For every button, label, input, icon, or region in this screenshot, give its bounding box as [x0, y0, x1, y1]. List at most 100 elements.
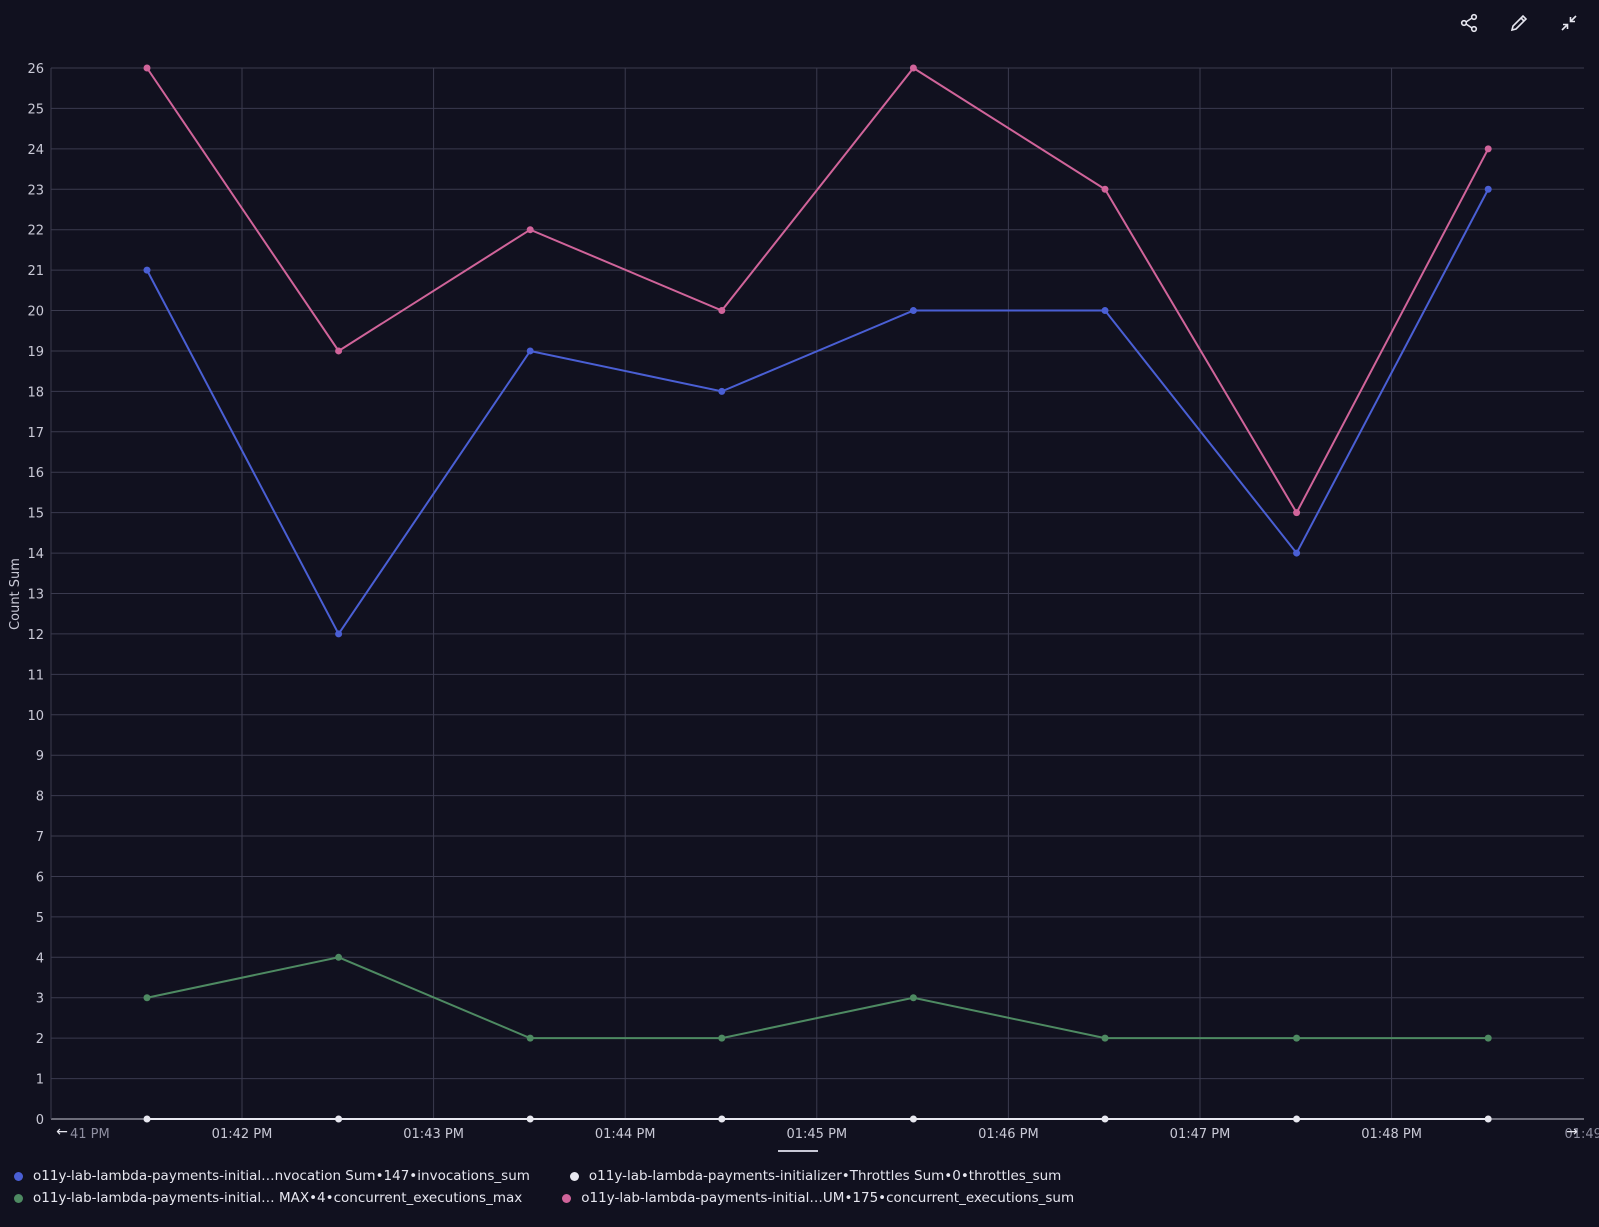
legend-dot — [569, 1171, 579, 1181]
data-point[interactable] — [1293, 549, 1301, 557]
pencil-icon — [1510, 14, 1528, 32]
data-point[interactable] — [1293, 509, 1301, 517]
y-tick-label: 7 — [36, 830, 44, 845]
y-tick-label: 9 — [36, 749, 44, 764]
y-tick-label: 4 — [36, 951, 44, 966]
y-tick-label: 16 — [27, 466, 44, 481]
series-2 — [143, 953, 1492, 1042]
series-0 — [143, 185, 1492, 638]
x-tick-label: 01:47 PM — [1170, 1127, 1231, 1142]
x-tick-label: 01:43 PM — [403, 1127, 464, 1142]
data-point[interactable] — [526, 226, 534, 234]
y-tick-label: 25 — [27, 102, 44, 117]
data-point[interactable] — [526, 1034, 534, 1042]
y-tick-label: 11 — [27, 668, 44, 683]
y-tick-label: 23 — [27, 183, 44, 198]
x-tick-label: 01:48 PM — [1361, 1127, 1422, 1142]
data-point[interactable] — [718, 1034, 726, 1042]
data-point[interactable] — [335, 347, 343, 355]
y-tick-label: 6 — [36, 870, 44, 885]
data-point[interactable] — [1484, 185, 1492, 193]
y-tick-label: 26 — [27, 62, 44, 77]
y-tick-label: 18 — [27, 385, 44, 400]
legend-dot — [14, 1193, 23, 1203]
legend-item[interactable]: o11y-lab-lambda-payments-initial… MAX•4•… — [14, 1190, 522, 1206]
data-point[interactable] — [1293, 1115, 1301, 1123]
y-tick-label: 22 — [27, 224, 44, 239]
data-point[interactable] — [1484, 1115, 1492, 1123]
data-point[interactable] — [526, 1115, 534, 1123]
scroll-indicator[interactable] — [778, 1150, 818, 1152]
data-point[interactable] — [526, 347, 534, 355]
legend-label: o11y-lab-lambda-payments-initial…nvocati… — [33, 1168, 530, 1184]
legend-dot — [14, 1171, 23, 1181]
data-point[interactable] — [335, 953, 343, 961]
data-point[interactable] — [143, 994, 151, 1002]
y-axis-label: Count Sum — [8, 558, 23, 630]
data-point[interactable] — [718, 387, 726, 395]
data-point[interactable] — [335, 630, 343, 638]
share-button[interactable] — [1453, 8, 1485, 38]
legend-item[interactable]: o11y-lab-lambda-payments-initial…nvocati… — [14, 1168, 530, 1184]
chart-toolbar — [1453, 8, 1585, 38]
y-tick-label: 21 — [27, 264, 44, 279]
legend-label: o11y-lab-lambda-payments-initializer•Thr… — [588, 1168, 1062, 1184]
series-1 — [143, 1115, 1492, 1123]
y-tick-label: 20 — [27, 305, 44, 320]
scroll-left-arrow[interactable]: ← — [56, 1124, 68, 1140]
x-tick-label: 01:49 — [1564, 1127, 1599, 1142]
line-chart: 0123456789101112131415161718192021222324… — [8, 62, 1599, 1142]
legend-item[interactable]: o11y-lab-lambda-payments-initializer•Thr… — [569, 1168, 1062, 1184]
edit-button[interactable] — [1503, 8, 1535, 38]
y-tick-label: 10 — [27, 709, 44, 724]
legend-item[interactable]: o11y-lab-lambda-payments-initial…UM•175•… — [562, 1190, 1074, 1206]
data-point[interactable] — [718, 1115, 726, 1123]
data-point[interactable] — [143, 266, 151, 274]
data-point[interactable] — [1484, 1034, 1492, 1042]
data-point[interactable] — [143, 1115, 151, 1123]
data-point[interactable] — [909, 994, 917, 1002]
scroll-right-arrow[interactable]: → — [1566, 1124, 1578, 1140]
x-tick-label: 01:42 PM — [212, 1127, 273, 1142]
y-tick-label: 13 — [27, 588, 44, 603]
y-tick-label: 3 — [36, 992, 44, 1007]
y-axis-ticks: 0123456789101112131415161718192021222324… — [27, 62, 44, 1128]
data-point[interactable] — [718, 307, 726, 315]
y-tick-label: 12 — [27, 628, 44, 643]
y-tick-label: 19 — [27, 345, 44, 360]
x-axis-ticks: 41 PM 01:42 PM 01:43 PM 01:44 PM 01:45 PM 01:… — [70, 1127, 1599, 1142]
y-tick-label: 5 — [36, 911, 44, 926]
collapse-icon — [1561, 15, 1577, 31]
data-point[interactable] — [143, 64, 151, 72]
x-tick-label: 01:46 PM — [978, 1127, 1039, 1142]
x-tick-label: 01:44 PM — [595, 1127, 656, 1142]
series-line — [146, 956, 1489, 1040]
collapse-button[interactable] — [1553, 8, 1585, 38]
y-tick-label: 2 — [36, 1032, 44, 1047]
data-point[interactable] — [909, 64, 917, 72]
data-point[interactable] — [1101, 1034, 1109, 1042]
data-point[interactable] — [335, 1115, 343, 1123]
series-line — [146, 66, 1490, 515]
share-icon — [1460, 13, 1478, 33]
y-tick-label: 17 — [27, 426, 44, 441]
data-point[interactable] — [909, 307, 917, 315]
data-point[interactable] — [1293, 1034, 1301, 1042]
y-tick-label: 0 — [36, 1113, 44, 1128]
chart-legend: o11y-lab-lambda-payments-initial…nvocati… — [14, 1168, 1584, 1206]
y-tick-label: 8 — [36, 790, 44, 805]
x-tick-label: 41 PM — [70, 1127, 110, 1142]
data-point[interactable] — [1484, 145, 1492, 153]
series-line — [146, 188, 1490, 636]
legend-label: o11y-lab-lambda-payments-initial…UM•175•… — [581, 1190, 1075, 1206]
y-tick-label: 14 — [27, 547, 44, 562]
legend-dot — [562, 1193, 572, 1203]
y-tick-label: 1 — [36, 1073, 44, 1088]
data-point[interactable] — [1101, 185, 1109, 193]
y-tick-label: 24 — [27, 143, 44, 158]
x-tick-label: 01:45 PM — [786, 1127, 847, 1142]
data-point[interactable] — [909, 1115, 917, 1123]
data-point[interactable] — [1101, 1115, 1109, 1123]
data-point[interactable] — [1101, 307, 1109, 315]
chart-grid — [50, 67, 1584, 1120]
